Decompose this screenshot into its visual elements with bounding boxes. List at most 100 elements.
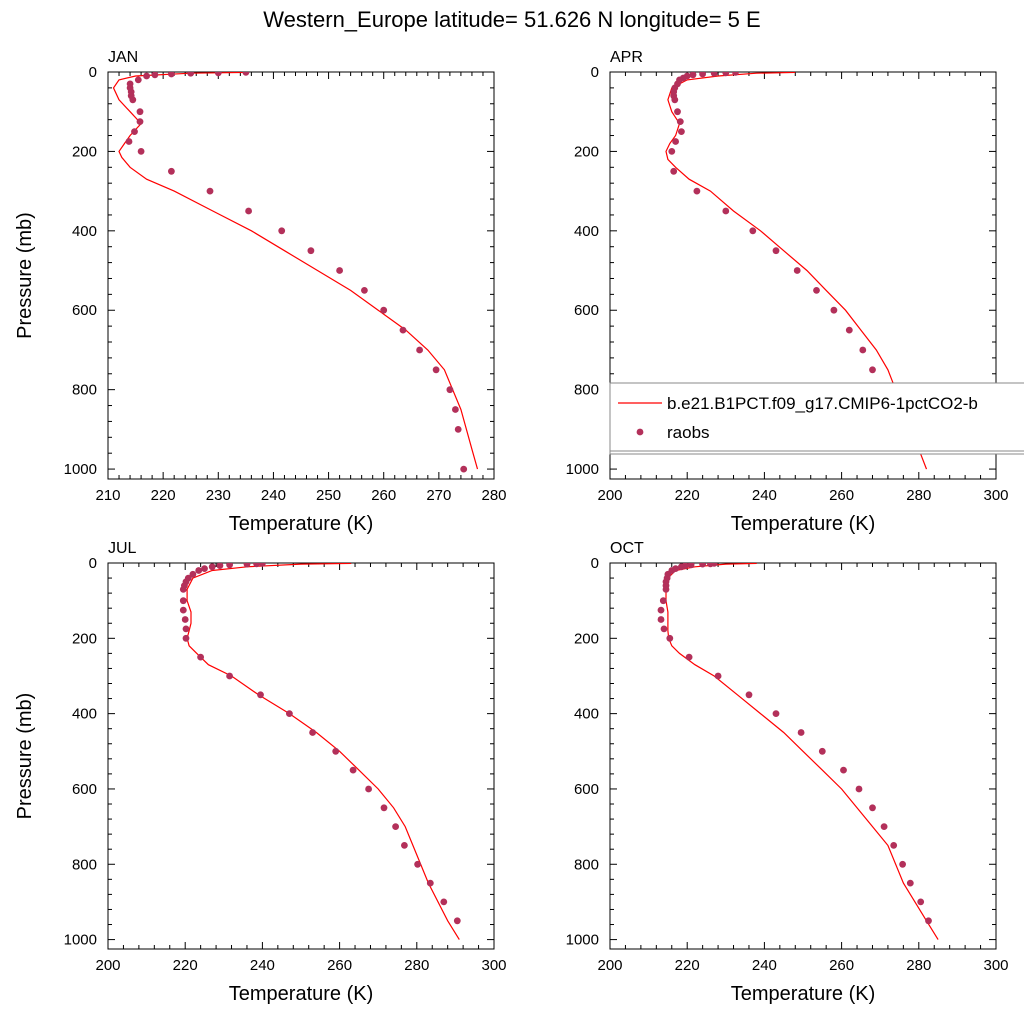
- panel-label: JUL: [108, 540, 137, 557]
- raobs-point: [257, 691, 264, 699]
- raobs-point: [143, 72, 151, 80]
- raobs-point: [722, 207, 730, 215]
- raobs-point: [869, 804, 876, 812]
- panel-jul: JUL 200 220 240 260 280 300 0 200 400 600 800 1000 Te…: [14, 540, 507, 1005]
- raobs-point: [657, 606, 665, 614]
- raobs-point: [201, 565, 208, 572]
- y-tick-label: 800: [72, 382, 97, 399]
- y-tick-label: 600: [72, 302, 97, 319]
- raobs-point: [187, 72, 195, 77]
- y-tick-label: 0: [591, 555, 599, 572]
- raobs-point: [168, 72, 175, 78]
- model-profile-line: [665, 563, 939, 940]
- raobs-point: [899, 860, 906, 868]
- plot-area: [112, 72, 479, 473]
- raobs-point: [189, 570, 197, 578]
- raobs-point: [392, 823, 399, 830]
- raobs-point: [216, 563, 224, 569]
- x-tick-label: 220: [675, 487, 700, 504]
- raobs-point: [674, 108, 681, 116]
- raobs-point: [678, 563, 685, 571]
- raobs-point: [678, 128, 685, 136]
- x-tick-label: 200: [95, 957, 120, 974]
- y-tick-label: 200: [574, 630, 599, 647]
- raobs-point: [179, 606, 187, 614]
- raobs-point: [432, 366, 440, 374]
- legend-label-raobs: raobs: [667, 423, 710, 442]
- raobs-point: [336, 267, 343, 274]
- raobs-point: [179, 586, 187, 593]
- plot-area: [179, 563, 461, 940]
- raobs-point: [772, 710, 780, 717]
- y-tick-label: 1000: [64, 932, 97, 949]
- raobs-point: [732, 72, 739, 76]
- y-tick-label: 800: [574, 382, 599, 399]
- raobs-point: [693, 187, 701, 195]
- raobs-point: [399, 326, 407, 334]
- y-tick-label: 400: [574, 706, 599, 723]
- raobs-point: [245, 207, 253, 215]
- x-tick-label: 230: [206, 487, 231, 504]
- y-tick-label: 600: [574, 302, 599, 319]
- raobs-point: [869, 366, 876, 374]
- raobs-point: [460, 465, 468, 473]
- y-tick-label: 400: [574, 223, 599, 240]
- y-tick-label: 200: [574, 143, 599, 160]
- panel-jan: JAN 210 220 230 240 250 260 270 280 0 200 400 600 800…: [14, 49, 507, 535]
- raobs-point: [859, 346, 867, 354]
- figure-title: Western_Europe latitude= 51.626 N longit…: [263, 7, 760, 32]
- raobs-point: [662, 586, 670, 593]
- x-tick-label: 300: [983, 957, 1008, 974]
- raobs-point: [208, 563, 216, 571]
- panel-label: OCT: [610, 540, 644, 557]
- raobs-point: [151, 72, 159, 79]
- raobs-point: [813, 287, 820, 294]
- x-tick-label: 240: [752, 487, 777, 504]
- x-tick-label: 260: [327, 957, 352, 974]
- raobs-point: [168, 167, 175, 175]
- raobs-point: [129, 96, 137, 104]
- x-tick-label: 300: [983, 487, 1008, 504]
- x-tick-label: 280: [906, 957, 931, 974]
- raobs-point: [332, 747, 340, 755]
- raobs-point: [890, 842, 898, 849]
- raobs-point: [797, 729, 805, 736]
- raobs-point: [206, 187, 214, 195]
- x-axis-title: Temperature (K): [229, 513, 374, 535]
- x-axis-title: Temperature (K): [229, 983, 374, 1005]
- raobs-point: [707, 563, 714, 568]
- raobs-point: [880, 823, 888, 830]
- panel-apr: APR 200 220 240 260 280 300 0 200 400 600 800 1000 Te…: [566, 49, 1024, 535]
- raobs-point: [855, 785, 863, 793]
- raobs-point: [307, 247, 315, 255]
- plot-frame: [609, 71, 997, 480]
- raobs-point: [818, 747, 826, 755]
- raobs-point: [136, 108, 144, 116]
- raobs-point: [349, 766, 357, 774]
- raobs-point: [286, 710, 293, 717]
- plot-area: [665, 72, 928, 470]
- x-axis-title: Temperature (K): [731, 513, 876, 535]
- y-axis-title: Pressure (mb): [14, 212, 36, 339]
- raobs-point: [195, 567, 203, 574]
- x-tick-label: 260: [371, 487, 396, 504]
- x-tick-label: 300: [481, 957, 506, 974]
- raobs-point: [137, 148, 145, 155]
- plot-frame: [107, 562, 495, 950]
- y-tick-label: 600: [72, 781, 97, 798]
- raobs-point: [365, 785, 372, 793]
- x-tick-label: 280: [481, 487, 506, 504]
- y-tick-label: 400: [72, 706, 97, 723]
- raobs-point: [214, 72, 222, 77]
- raobs-point: [416, 346, 423, 354]
- y-tick-label: 0: [89, 555, 97, 572]
- plot-area: [657, 563, 939, 940]
- raobs-point: [722, 72, 730, 77]
- raobs-point: [671, 96, 679, 104]
- x-tick-label: 250: [316, 487, 341, 504]
- raobs-point: [131, 128, 138, 136]
- y-tick-label: 0: [591, 64, 599, 81]
- raobs-point: [685, 653, 693, 661]
- y-tick-label: 1000: [64, 461, 97, 478]
